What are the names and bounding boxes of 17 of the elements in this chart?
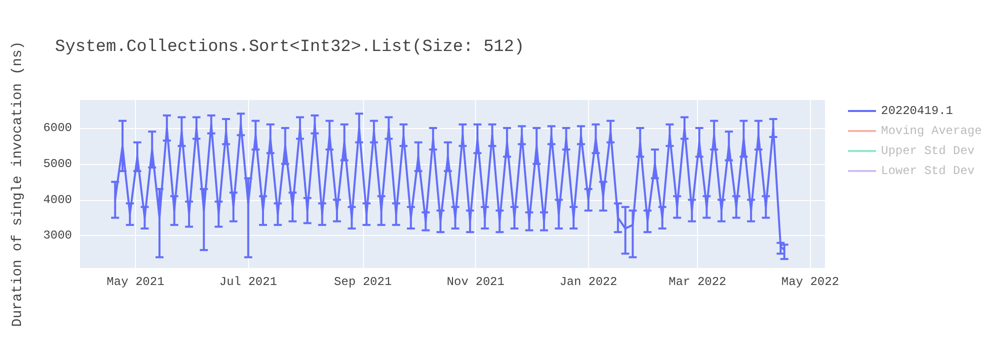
x-tick-label: Jul 2021 <box>219 275 278 289</box>
y-tick-label: 4000 <box>43 192 72 207</box>
legend-label: Moving Average <box>881 124 982 138</box>
legend-label: Lower Std Dev <box>881 164 975 178</box>
chart-title: System.Collections.Sort<Int32>.List(Size: 512) <box>55 38 524 57</box>
y-tick-label: 3000 <box>43 228 72 243</box>
x-tick-label: Nov 2021 <box>446 275 504 289</box>
x-tick-label: Jan 2022 <box>560 275 618 289</box>
legend-label: Upper Std Dev <box>881 144 975 158</box>
y-axis-title: Duration of single invocation (ns) <box>10 41 26 327</box>
y-tick-label: 6000 <box>43 121 72 135</box>
x-tick-label: May 2022 <box>781 275 840 289</box>
y-tick-label: 5000 <box>43 156 72 171</box>
x-tick-label: May 2021 <box>106 275 164 289</box>
x-tick-label: Sep 2021 <box>334 275 392 289</box>
x-tick-label: Mar 2022 <box>668 275 726 289</box>
legend-label: 20220419.1 <box>881 104 954 118</box>
